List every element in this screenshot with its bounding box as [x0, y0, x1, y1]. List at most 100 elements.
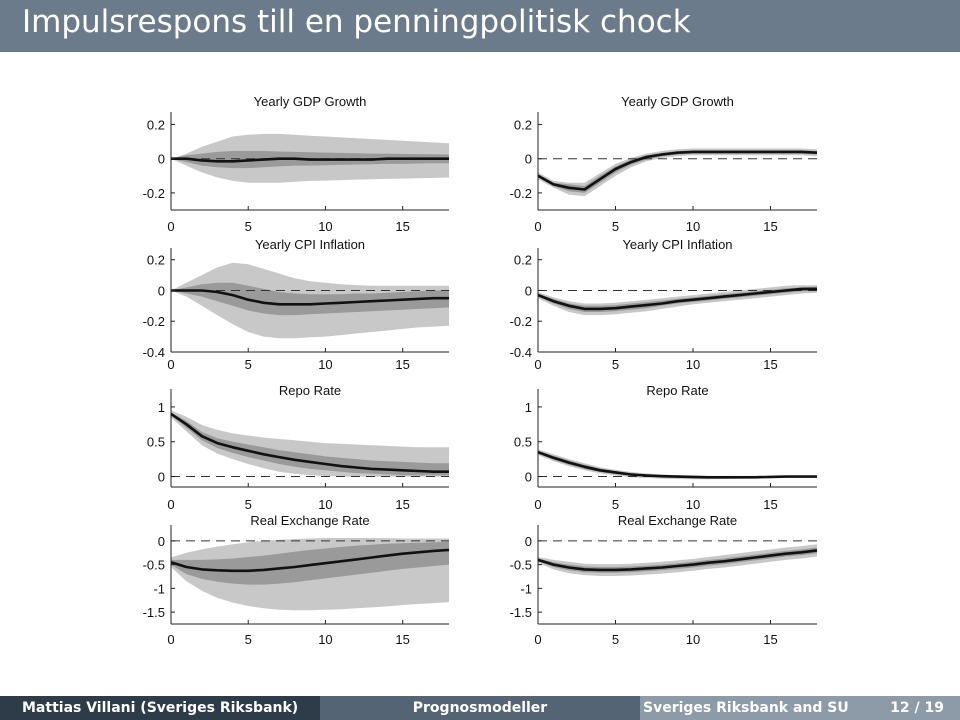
y-tick-label: 0 — [525, 152, 532, 167]
x-tick-label: 0 — [534, 632, 541, 647]
slide-title: Impulsrespons till en penningpolitisk ch… — [22, 4, 691, 40]
x-tick-label: 15 — [763, 357, 777, 372]
median-line — [537, 450, 817, 479]
x-tick-label: 5 — [612, 219, 619, 234]
median-line — [537, 287, 817, 311]
y-tick-label: -0.5 — [143, 558, 165, 573]
footer-page-number: 12 / 19 — [890, 700, 944, 716]
irf-panel-2: -0.2 0 0.2 0 5 10 15 Yearly GDP Growth — [510, 94, 818, 234]
y-tick-label: 0 — [525, 283, 532, 298]
median-line — [537, 549, 818, 572]
y-tick-label: -1 — [153, 581, 165, 596]
y-tick-label: 0 — [158, 152, 165, 167]
slide-footer: Mattias Villani (Sveriges Riksbank) Prog… — [0, 696, 960, 720]
inner-band — [171, 282, 449, 316]
y-tick-label: -0.2 — [143, 186, 165, 201]
x-tick-label: 5 — [245, 357, 252, 372]
footer-course-segment: Prognosmodeller — [320, 696, 640, 720]
y-tick-label: 0.2 — [147, 118, 165, 133]
x-tick-label: 10 — [686, 497, 700, 512]
x-tick-label: 10 — [318, 632, 332, 647]
x-tick-label: 15 — [395, 632, 409, 647]
x-tick-label: 10 — [686, 219, 700, 234]
y-tick-label: 0.2 — [514, 253, 532, 268]
y-tick-label: -1 — [520, 581, 532, 596]
median-line — [537, 150, 818, 191]
chart-title: Yearly CPI Inflation — [255, 237, 365, 252]
y-tick-label: 1 — [158, 400, 165, 415]
x-tick-label: 0 — [534, 497, 541, 512]
footer-institution: Sveriges Riksbank and SU — [643, 700, 849, 716]
slide-header: Impulsrespons till en penningpolitisk ch… — [0, 0, 960, 52]
irf-panel-1: -0.2 0 0.2 0 5 10 15 Yearly GDP Growth — [143, 94, 449, 234]
y-tick-label: -1.5 — [510, 605, 532, 620]
median-line — [171, 289, 449, 306]
x-tick-label: 0 — [167, 357, 174, 372]
x-tick-label: 0 — [167, 219, 174, 234]
x-tick-label: 10 — [318, 357, 332, 372]
chart-title: Real Exchange Rate — [618, 513, 737, 528]
y-tick-label: 0.2 — [514, 118, 532, 133]
chart-title: Repo Rate — [646, 383, 708, 398]
x-tick-label: 15 — [763, 632, 777, 647]
y-tick-label: 0 — [158, 470, 165, 485]
y-tick-label: 0.5 — [514, 435, 532, 450]
outer-band — [171, 410, 449, 477]
x-tick-label: 10 — [686, 632, 700, 647]
x-tick-label: 5 — [612, 357, 619, 372]
x-tick-label: 0 — [534, 357, 541, 372]
x-tick-label: 10 — [318, 497, 332, 512]
y-tick-label: -0.5 — [510, 558, 532, 573]
inner-band — [538, 286, 817, 312]
x-tick-label: 10 — [686, 357, 700, 372]
median-line — [171, 157, 449, 163]
y-tick-label: 0 — [158, 283, 165, 298]
footer-author-segment: Mattias Villani (Sveriges Riksbank) — [0, 696, 320, 720]
x-tick-label: 5 — [245, 632, 252, 647]
x-tick-label: 0 — [167, 632, 174, 647]
x-tick-label: 5 — [245, 219, 252, 234]
footer-course: Prognosmodeller — [412, 700, 548, 716]
irf-panel-8: -1.5 -1 -0.5 0 0 5 10 15 Real Exchange Rate — [510, 513, 818, 647]
y-tick-label: 0 — [525, 470, 532, 485]
y-tick-label: 0.2 — [147, 253, 165, 268]
x-tick-label: 10 — [318, 219, 332, 234]
inner-band — [538, 547, 817, 573]
y-tick-label: 1 — [525, 400, 532, 415]
x-tick-label: 15 — [395, 219, 409, 234]
irf-panel-7: -1.5 -1 -0.5 0 0 5 10 15 Real Exchange Rate — [143, 513, 450, 647]
median-line — [170, 412, 449, 473]
y-tick-label: 0 — [525, 534, 532, 549]
y-tick-label: -0.4 — [143, 345, 165, 360]
x-tick-label: 5 — [612, 632, 619, 647]
chart-title: Repo Rate — [279, 383, 341, 398]
chart-title: Real Exchange Rate — [250, 513, 369, 528]
x-tick-label: 5 — [245, 497, 252, 512]
chart-title: Yearly GDP Growth — [621, 94, 734, 109]
x-tick-label: 15 — [395, 357, 409, 372]
irf-panel-3: -0.4 -0.2 0 0.2 0 5 10 15 Yearly CPI Inflation — [143, 237, 449, 372]
y-tick-label: -1.5 — [143, 605, 165, 620]
inner-band — [538, 150, 817, 193]
x-tick-label: 0 — [167, 497, 174, 512]
x-tick-label: 15 — [763, 497, 777, 512]
x-tick-label: 0 — [534, 219, 541, 234]
y-tick-label: -0.2 — [143, 314, 165, 329]
chart-title: Yearly GDP Growth — [254, 94, 367, 109]
x-tick-label: 5 — [612, 497, 619, 512]
y-tick-label: 0 — [158, 534, 165, 549]
y-tick-label: 0.5 — [147, 435, 165, 450]
y-tick-label: -0.4 — [510, 345, 532, 360]
y-tick-label: -0.2 — [510, 314, 532, 329]
chart-title: Yearly CPI Inflation — [622, 237, 732, 252]
footer-institution-segment: Sveriges Riksbank and SU 12 / 19 — [640, 696, 960, 720]
median-line — [170, 548, 450, 573]
y-tick-label: -0.2 — [510, 186, 532, 201]
irf-panel-4: -0.4 -0.2 0 0.2 0 5 10 15 Yearly CPI Inflation — [510, 237, 817, 372]
x-tick-label: 15 — [395, 497, 409, 512]
footer-author: Mattias Villani (Sveriges Riksbank) — [22, 700, 299, 716]
inner-band — [171, 541, 449, 585]
